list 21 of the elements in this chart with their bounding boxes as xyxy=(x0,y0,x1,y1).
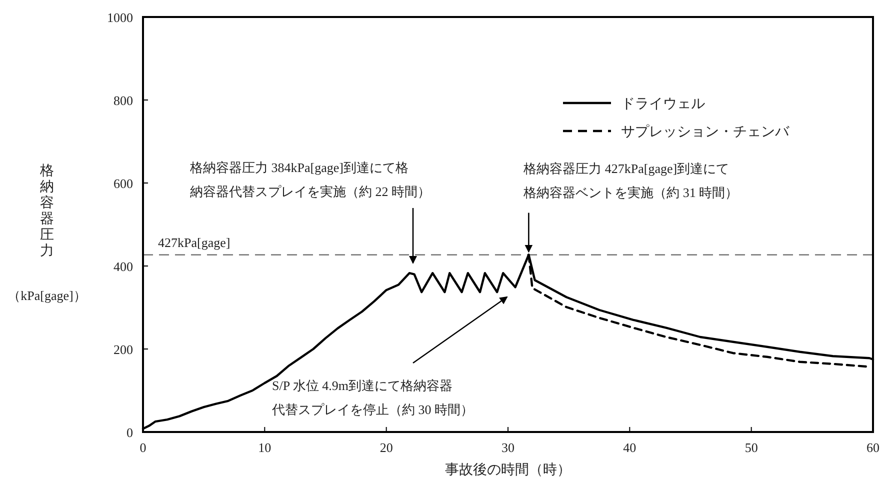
x-tick-label: 10 xyxy=(258,440,272,455)
y-tick-label: 800 xyxy=(114,93,133,108)
annotation: 格納容器圧力 427kPa[gage]到達にて格納容器ベントを実施（約 31 時間） xyxy=(522,160,738,200)
x-tick-label: 30 xyxy=(502,440,514,455)
text: 格納容器圧力（kPa[gage]） xyxy=(8,164,86,303)
y-tick-label: 600 xyxy=(114,176,133,191)
x-tick-label: 60 xyxy=(866,440,880,455)
ref-line-label: 427kPa[gage] xyxy=(158,234,230,250)
y-tick-label: 400 xyxy=(114,259,133,274)
x-tick-label: 20 xyxy=(380,440,393,455)
y-tick-label: 200 xyxy=(114,342,133,357)
y-tick-label: 1000 xyxy=(107,10,133,25)
x-tick-label: 0 xyxy=(140,440,146,455)
legend-label: ドライウェル xyxy=(621,97,705,112)
annotation: 格納容器圧力 384kPa[gage]到達にて格納容器代替スプレイを実施（約 22 時間） xyxy=(189,160,430,199)
y-tick-label: 0 xyxy=(126,425,133,440)
x-tick-label: 40 xyxy=(623,440,636,455)
legend-label: サプレッション・チェンバ xyxy=(621,124,790,140)
annotation: S/P 水位 4.9m到達にて格納容器代替スプレイを停止（約 30 時間） xyxy=(271,378,474,417)
x-axis-title: 事故後の時間（時） xyxy=(445,462,571,478)
x-tick-label: 50 xyxy=(744,440,758,455)
